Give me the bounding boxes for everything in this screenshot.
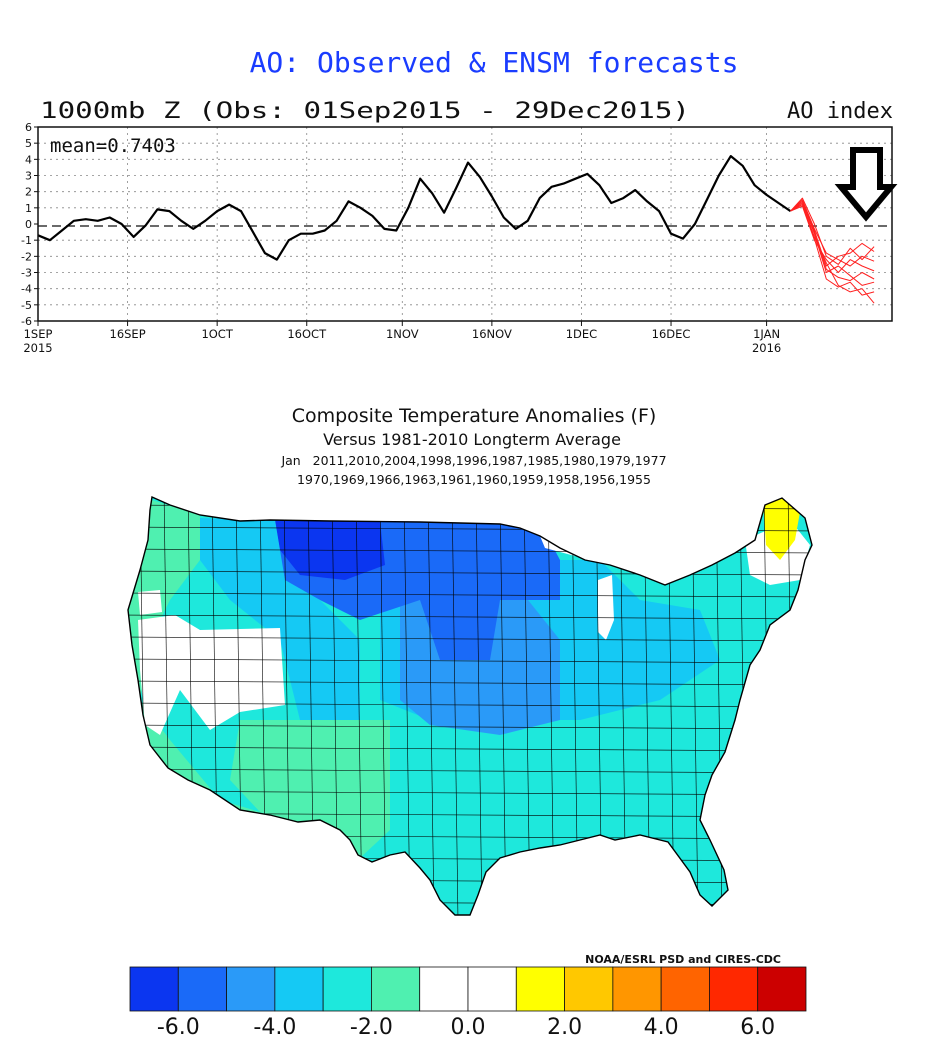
ao-y-axis: 6 5 4 3 2 1 0 -1 -2 -3 -4 -5 -6 bbox=[21, 121, 38, 328]
colorbar-swatch bbox=[564, 966, 614, 1012]
map-years-line-2: 1970,1969,1966,1963,1961,1960,1959,1958,… bbox=[297, 472, 651, 487]
map-division-line bbox=[128, 658, 812, 664]
ao-x-tick-label: 16OCT bbox=[287, 327, 327, 341]
colorbar-swatch bbox=[757, 966, 807, 1012]
map-region-southwest bbox=[230, 720, 390, 858]
colorbar-label: -2.0 bbox=[350, 1015, 393, 1037]
colorbar-swatch bbox=[467, 966, 517, 1012]
map-division-line bbox=[128, 570, 812, 576]
map-region-oregon-pocket bbox=[138, 590, 162, 615]
colorbar-swatch bbox=[612, 966, 662, 1012]
colorbar-labels: -6.0 -4.0 -2.0 0.0 2.0 4.0 6.0 bbox=[157, 1015, 775, 1037]
colorbar-swatch bbox=[419, 966, 469, 1012]
ao-y-tick-label: -6 bbox=[21, 315, 32, 328]
map-division-line bbox=[355, 497, 363, 915]
ao-forecast-member-line bbox=[790, 200, 875, 267]
ao-x-tick-year: 2016 bbox=[752, 341, 781, 355]
map-outline bbox=[127, 495, 813, 916]
map-division-line bbox=[379, 497, 387, 915]
ao-y-tick-label: 2 bbox=[25, 186, 32, 199]
map-division-line bbox=[128, 702, 812, 708]
ao-x-tick-label: 1SEP bbox=[24, 327, 53, 341]
map-division-line bbox=[128, 592, 812, 598]
ao-x-tick-label: 1DEC bbox=[566, 327, 597, 341]
map-division-line bbox=[128, 768, 812, 774]
map-division-line bbox=[128, 790, 812, 796]
ao-y-tick-label: -3 bbox=[21, 267, 32, 280]
ao-forecast-member-line bbox=[790, 204, 875, 296]
colorbar-label: 4.0 bbox=[644, 1015, 679, 1037]
map-region-maine bbox=[763, 497, 800, 560]
map-region-great-basin bbox=[138, 615, 285, 735]
ao-x-tick-label: 1JAN bbox=[753, 327, 780, 341]
ao-y-tick-label: 6 bbox=[25, 121, 32, 134]
colorbar-swatch bbox=[177, 966, 227, 1012]
map-division-line bbox=[128, 636, 812, 642]
ao-y-tick-label: 1 bbox=[25, 202, 32, 215]
colorbar-label: 0.0 bbox=[451, 1015, 486, 1037]
map-subtitle: Versus 1981-2010 Longterm Average bbox=[323, 430, 621, 449]
ao-forecast-member-line bbox=[790, 202, 875, 286]
colorbar-swatch bbox=[515, 966, 565, 1012]
map-title: Composite Temperature Anomalies (F) bbox=[292, 405, 657, 427]
map-division-line bbox=[128, 614, 812, 620]
colorbar-swatch bbox=[274, 966, 324, 1012]
ao-y-tick-label: 0 bbox=[25, 218, 32, 231]
ao-y-tick-label: -2 bbox=[21, 250, 32, 263]
colorbar-swatch bbox=[660, 966, 710, 1012]
map-division-line bbox=[128, 746, 812, 752]
map-division-line bbox=[128, 504, 812, 510]
ao-plot-frame bbox=[37, 126, 893, 322]
ao-x-tick-label: 1OCT bbox=[201, 327, 233, 341]
ao-x-tick-year: 2015 bbox=[23, 341, 52, 355]
ao-y-tick-label: -4 bbox=[21, 283, 32, 296]
map-lake-michigan bbox=[598, 575, 614, 640]
colorbar bbox=[129, 966, 807, 1012]
ao-forecast-member-line bbox=[790, 199, 875, 267]
map-division-line bbox=[128, 724, 812, 730]
map-division-line bbox=[128, 680, 812, 686]
ao-x-tick-label: 16SEP bbox=[110, 327, 146, 341]
down-arrow-icon bbox=[834, 147, 898, 222]
ao-y-tick-label: -1 bbox=[21, 234, 32, 247]
ao-observed-line bbox=[37, 155, 792, 261]
ao-y-tick-label: 4 bbox=[25, 153, 32, 166]
map-years-line-1: Jan 2011,2010,2004,1998,1996,1987,1985,1… bbox=[280, 453, 666, 468]
ao-y-tick-label: 5 bbox=[25, 137, 32, 150]
ao-title: AO: Observed & ENSM forecasts bbox=[250, 46, 739, 79]
colorbar-swatch bbox=[371, 966, 421, 1012]
colorbar-swatch bbox=[322, 966, 372, 1012]
colorbar-label: -6.0 bbox=[157, 1015, 200, 1037]
ao-subtitle: 1000mb Z (Obs: 01Sep2015 - 29Dec2015) bbox=[40, 99, 690, 124]
colorbar-swatch bbox=[129, 966, 179, 1012]
ao-right-label: AO index bbox=[787, 99, 893, 124]
map-region-mountain bbox=[200, 518, 360, 720]
ao-x-tick-label: 16DEC bbox=[652, 327, 691, 341]
ao-forecast-member-line bbox=[790, 204, 875, 304]
colorbar-label: 2.0 bbox=[547, 1015, 582, 1037]
colorbar-swatch bbox=[709, 966, 759, 1012]
map-division-line bbox=[403, 497, 411, 915]
ao-mean-label: mean=0.7403 bbox=[50, 135, 176, 157]
colorbar-swatch bbox=[226, 966, 276, 1012]
ao-x-tick-label: 1NOV bbox=[386, 327, 419, 341]
map-division-line bbox=[523, 497, 531, 915]
ao-forecast-member-line bbox=[790, 205, 875, 273]
colorbar-label: 6.0 bbox=[740, 1015, 775, 1037]
ao-series-group bbox=[37, 155, 875, 304]
ao-x-tick-label: 16NOV bbox=[472, 327, 512, 341]
colorbar-label: -4.0 bbox=[253, 1015, 296, 1037]
map-credit: NOAA/ESRL PSD and CIRES-CDC bbox=[585, 953, 781, 966]
ao-y-tick-label: -5 bbox=[21, 299, 32, 312]
us-climate-division-map bbox=[127, 495, 813, 916]
ao-y-tick-label: 3 bbox=[25, 170, 32, 183]
